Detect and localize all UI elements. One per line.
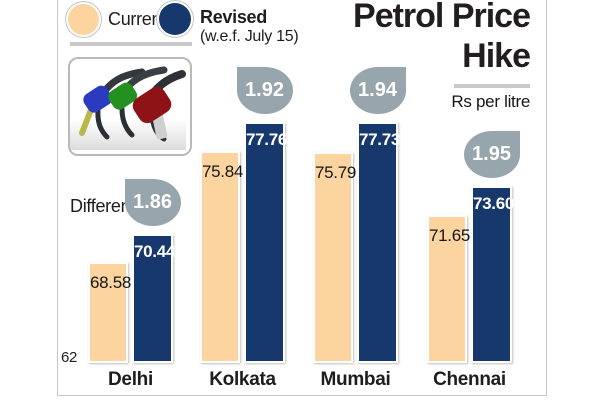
current-bar-delhi: 68.58 — [88, 262, 132, 363]
revised-bar-mumbai: 77.73 — [357, 122, 401, 363]
current-value-label: 75.84 — [202, 162, 244, 182]
current-bar-chennai: 71.65 — [427, 215, 471, 363]
current-legend-label: Current — [108, 9, 166, 29]
title-divider — [454, 84, 530, 88]
current-legend-swatch — [68, 4, 99, 35]
city-label-kolkata: Kolkata — [209, 369, 276, 390]
current-value-label: 71.65 — [429, 226, 471, 246]
revised-legend-swatch — [159, 3, 191, 35]
city-label-delhi: Delhi — [108, 369, 153, 390]
revised-bar-kolkata: 77.76 — [244, 121, 288, 363]
page-title-line1: Petrol Price — [353, 0, 531, 35]
title-block: Petrol Price Hike Rs per litre — [353, 0, 531, 112]
baseline-value: 62 — [61, 349, 78, 366]
current-value-label: 68.58 — [90, 273, 132, 293]
revised-value-label: 77.76 — [246, 129, 288, 149]
petrol-nozzles-illustration — [70, 66, 186, 150]
difference-value: 1.94 — [358, 79, 397, 102]
chart-frame — [57, 0, 547, 396]
current-bar-mumbai: 75.79 — [313, 152, 357, 363]
difference-droplet-delhi: 1.86 — [124, 178, 181, 226]
revised-bar-chennai: 73.60 — [471, 185, 515, 363]
city-label-mumbai: Mumbai — [320, 369, 391, 390]
page-title-line2: Hike — [462, 37, 531, 75]
revised-value-label: 77.73 — [359, 130, 401, 150]
revised-bar-delhi: 70.44 — [132, 233, 176, 363]
difference-droplet-kolkata: 1.92 — [236, 66, 293, 114]
difference-droplet-chennai: 1.95 — [463, 130, 520, 178]
city-label-chennai: Chennai — [433, 369, 506, 390]
current-value-label: 75.79 — [315, 163, 357, 182]
unit-label: Rs per litre — [451, 92, 530, 111]
current-bar-kolkata: 75.84 — [200, 151, 244, 363]
revised-value-label: 70.44 — [134, 241, 176, 261]
revised-effective-date-note: (w.e.f. July 15) — [200, 28, 299, 45]
difference-droplet-mumbai: 1.94 — [349, 67, 406, 115]
difference-value: 1.92 — [245, 78, 284, 101]
legend-divider — [70, 42, 192, 46]
revised-value-label: 73.60 — [473, 193, 515, 213]
revised-legend-label: Revised — [200, 7, 267, 27]
petrol-nozzles-image — [68, 57, 192, 156]
difference-value: 1.95 — [472, 142, 511, 165]
difference-value: 1.86 — [133, 190, 172, 213]
